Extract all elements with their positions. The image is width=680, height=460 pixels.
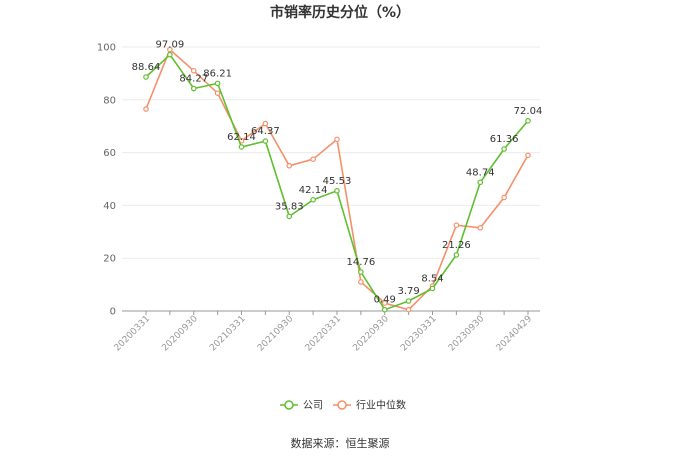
data-point[interactable]	[286, 213, 293, 220]
data-point[interactable]	[143, 106, 149, 112]
data-label: 97.09	[156, 40, 185, 51]
x-tick-label: 20210930	[256, 314, 296, 354]
data-point[interactable]	[525, 152, 531, 159]
chart-title: 市销率历史分位（%）	[270, 4, 410, 21]
x-tick-label: 20240429	[495, 314, 535, 354]
x-tick-label: 20210331	[208, 314, 247, 353]
data-point[interactable]	[262, 138, 269, 144]
data-point[interactable]	[501, 146, 507, 152]
data-point[interactable]	[405, 298, 412, 304]
x-tick-label: 20220331	[304, 314, 343, 353]
legend-label: 行业中位数	[356, 399, 406, 412]
legend-item-company[interactable]: 公司	[280, 400, 323, 412]
data-point[interactable]	[262, 120, 269, 127]
data-point[interactable]	[190, 67, 197, 74]
data-point[interactable]	[381, 306, 388, 313]
data-point[interactable]	[214, 80, 221, 87]
data-label: 61.36	[490, 134, 519, 145]
x-tick-label: 20200331	[113, 314, 152, 353]
data-point[interactable]	[286, 163, 293, 169]
data-point[interactable]	[214, 90, 221, 97]
legend-label: 公司	[303, 401, 323, 412]
data-point[interactable]	[238, 144, 245, 150]
legend-marker	[337, 400, 347, 410]
x-axis	[122, 310, 540, 315]
data-label: 35.83	[275, 201, 304, 212]
y-tick-label: 80	[103, 95, 116, 106]
y-tick-label: 60	[103, 148, 116, 159]
y-tick-label: 100	[97, 43, 116, 54]
data-point[interactable]	[453, 222, 460, 229]
data-label: 88.64	[132, 62, 161, 73]
data-label: 62.14	[227, 132, 256, 143]
y-tick-label: 20	[103, 254, 116, 265]
data-point[interactable]	[501, 194, 507, 201]
data-point[interactable]	[310, 196, 316, 203]
data-label: 42.14	[299, 185, 328, 196]
data-point[interactable]	[334, 188, 340, 194]
data-point[interactable]	[477, 179, 484, 186]
data-label: 86.21	[203, 68, 232, 79]
y-tick-label: 40	[103, 201, 116, 212]
series-company	[143, 51, 531, 313]
data-point[interactable]	[310, 156, 316, 163]
data-point[interactable]	[334, 136, 340, 143]
data-label: 8.54	[421, 273, 443, 284]
data-point[interactable]	[525, 118, 531, 124]
data-label: 21.26	[442, 240, 471, 251]
data-label: 48.74	[466, 167, 495, 178]
data-label: 0.49	[374, 295, 396, 306]
data-point[interactable]	[143, 74, 149, 80]
data-point[interactable]	[358, 279, 364, 285]
data-point[interactable]	[405, 306, 412, 313]
data-label: 64.37	[251, 126, 280, 137]
x-tick-label: 20220930	[351, 314, 391, 354]
x-tick-label: 20230331	[399, 314, 438, 353]
data-label: 72.04	[514, 106, 543, 117]
data-label: 14.76	[347, 257, 376, 268]
data-point[interactable]	[167, 51, 173, 58]
data-point[interactable]	[477, 225, 484, 231]
legend[interactable]: 公司 行业中位数	[280, 399, 406, 412]
x-tick-label: 20230930	[447, 314, 487, 354]
x-axis-labels: 20200331 20200930 20210331 20210930 20220331…	[113, 314, 535, 354]
data-point[interactable]	[429, 285, 436, 292]
data-point[interactable]	[190, 85, 197, 92]
data-label: 3.79	[397, 286, 419, 297]
grid	[122, 46, 540, 259]
data-label: 45.53	[323, 176, 352, 187]
data-point[interactable]	[167, 46, 173, 53]
y-axis: 0 20 40 60 80 100	[97, 43, 116, 318]
y-tick-label: 0	[110, 307, 116, 318]
data-label: 84.27	[179, 74, 208, 85]
data-point[interactable]	[381, 300, 388, 306]
data-point[interactable]	[453, 252, 460, 258]
data-point[interactable]	[358, 269, 364, 275]
x-tick-label: 20200930	[160, 314, 200, 354]
legend-marker	[284, 400, 294, 410]
legend-item-industry-median[interactable]: 行业中位数	[333, 399, 406, 412]
source-text: 数据来源：恒生聚源	[291, 436, 390, 450]
